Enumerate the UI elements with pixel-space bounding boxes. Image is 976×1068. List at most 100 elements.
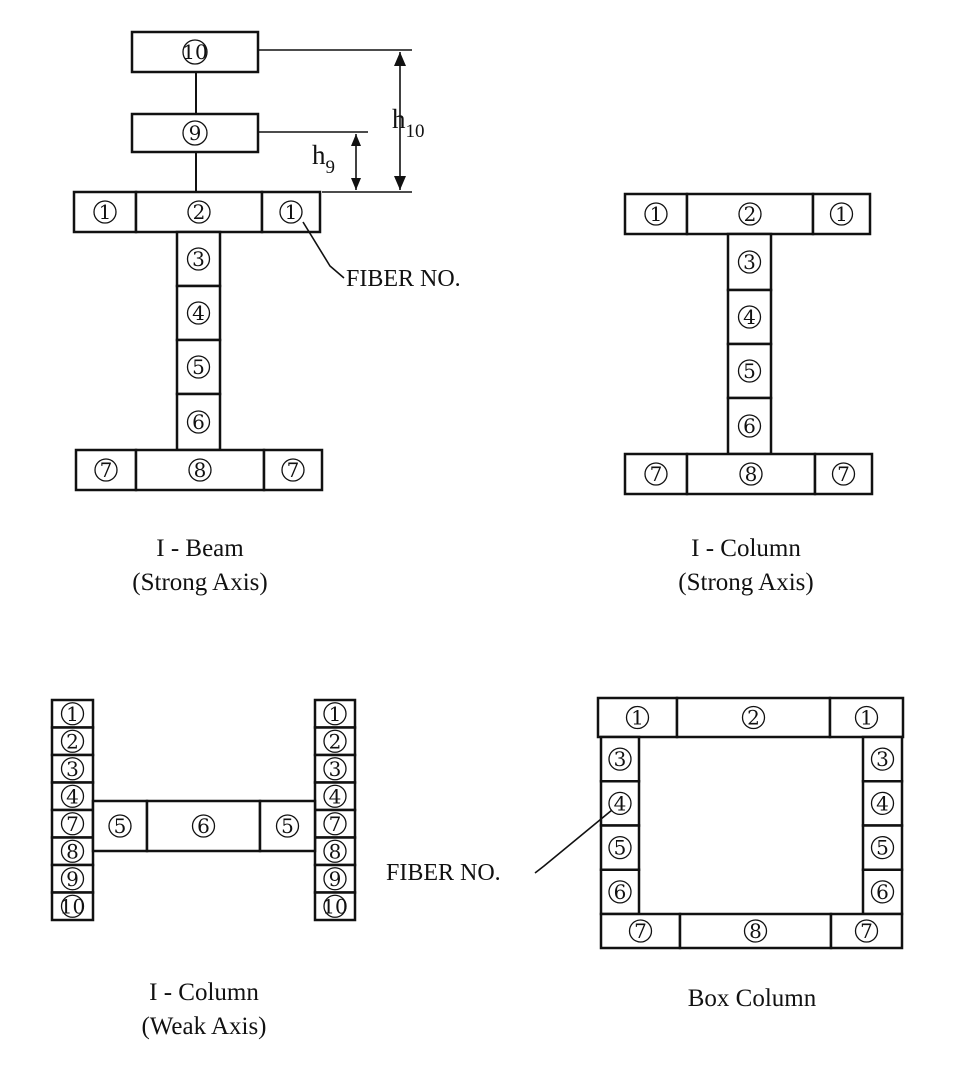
fiber-circle <box>182 39 208 65</box>
fiber-4: 4 <box>175 284 222 342</box>
fiber-number: 3 <box>192 247 205 271</box>
fiber-circle <box>60 812 85 836</box>
fiber-number: 1 <box>631 706 644 730</box>
left-flange-fiber: 2 <box>50 726 95 757</box>
caption-line1: Box Column <box>688 985 817 1012</box>
fiber-1-left: 1 <box>623 192 689 236</box>
web-fiber-6: 6 <box>145 799 262 853</box>
fiber-number: 2 <box>193 200 206 224</box>
fiber-circle <box>743 919 768 943</box>
fiber-circle <box>60 702 85 726</box>
fiber-circle <box>60 757 85 781</box>
fiber-number: 8 <box>745 462 758 486</box>
h9-arrowheads <box>351 134 361 190</box>
fiber-4: 4 <box>726 288 773 346</box>
fiber-circle <box>870 880 895 904</box>
right-wall-fiber: 4 <box>861 780 904 827</box>
fiber-number: 7 <box>650 462 663 486</box>
fiber-7-right: 7 <box>262 448 324 492</box>
fiber-1-right: 1 <box>811 192 872 236</box>
fiber-circle <box>608 791 632 816</box>
left-wall-fiber: 6 <box>599 868 641 916</box>
fiber-number: 3 <box>876 747 889 771</box>
fiber-circle <box>275 814 300 838</box>
fiber-number: 5 <box>614 836 627 860</box>
fiber-3: 3 <box>175 230 222 288</box>
fiber-2: 2 <box>685 192 815 236</box>
fiber-number: 10 <box>322 894 347 918</box>
h9-base: h <box>312 140 326 170</box>
fiber-7-left: 7 <box>74 448 138 492</box>
fiber-circle <box>186 301 211 325</box>
fiber-circle <box>737 305 762 329</box>
fiber-number: 1 <box>329 702 342 726</box>
fiber-number: 1 <box>66 702 79 726</box>
fiber-circle <box>60 867 85 891</box>
h10-arrowheads <box>394 52 406 190</box>
fiber-2: 2 <box>675 696 832 739</box>
caption-line2: (Weak Axis) <box>141 1013 266 1040</box>
fiber-number: 5 <box>114 814 127 838</box>
fiber-circle <box>186 247 211 271</box>
fiber-circle <box>870 747 895 771</box>
fiber-number: 8 <box>329 839 342 863</box>
fiber-7-left: 7 <box>623 452 689 496</box>
left-flange-fiber: 7 <box>50 808 95 839</box>
fiber-number: 10 <box>60 894 85 918</box>
fiber-circle <box>323 729 347 753</box>
fiber-number: 2 <box>747 706 760 730</box>
fiber-no-callout-top: FIBER NO. <box>302 221 461 292</box>
fiber-circle <box>186 410 211 434</box>
fiber-number: 4 <box>876 791 889 815</box>
fiber-circle <box>739 462 763 486</box>
fiber-5: 5 <box>175 338 222 396</box>
left-wall-fiber: 4 <box>599 780 641 827</box>
fiber-number: 8 <box>66 839 79 863</box>
i-beam-caption: I - Beam (Strong Axis) <box>132 535 267 596</box>
fiber-circle <box>323 812 347 836</box>
fiber-circle <box>93 200 117 224</box>
fiber-1-right: 1 <box>828 696 905 739</box>
caption-line1: I - Beam <box>156 535 244 562</box>
i-column-strong-section: 1 2 1 3 4 5 6 7 8 7 <box>623 192 874 496</box>
fiber-circle <box>628 919 653 943</box>
fiber-number: 6 <box>192 410 205 434</box>
fiber-circle <box>829 202 854 226</box>
fiber-1-left: 1 <box>596 696 679 739</box>
right-flange-fiber: 7 <box>313 808 357 839</box>
fiber-8: 8 <box>678 912 833 950</box>
fiber-number: 5 <box>876 836 889 860</box>
fiber-number: 1 <box>650 202 663 226</box>
fiber-number: 1 <box>99 200 112 224</box>
fiber-circle <box>191 814 216 838</box>
fiber-number: 5 <box>743 359 756 383</box>
fiber-number: 7 <box>860 919 873 943</box>
fiber-number: 7 <box>100 458 113 482</box>
left-flange-fiber: 10 <box>50 891 95 922</box>
h10-sub: 10 <box>406 121 425 142</box>
fiber-circle <box>279 200 303 224</box>
fiber-10: 10 <box>130 30 260 74</box>
i-beam-section: 10 9 1 2 1 3 4 5 6 7 8 7 <box>72 30 324 492</box>
h10-label: h10 <box>392 104 425 142</box>
right-flange-fiber: 1 <box>313 698 357 729</box>
fiber-1-left: 1 <box>72 190 138 234</box>
fiber-circle <box>854 705 879 730</box>
fiber-9: 9 <box>130 112 260 154</box>
i-column-weak-section: 1 1 2 2 3 3 4 4 7 7 8 8 9 9 10 10 5 6 5 <box>50 698 357 922</box>
caption-line2: (Strong Axis) <box>132 569 267 596</box>
fiber-7-right: 7 <box>813 452 874 496</box>
fiber-circle <box>182 120 208 146</box>
fiber-circle <box>186 355 211 379</box>
fiber-no-label: FIBER NO. <box>346 266 461 292</box>
fiber-circle <box>737 359 762 383</box>
left-flange-fiber: 8 <box>50 836 95 867</box>
fiber-6: 6 <box>726 396 773 456</box>
fiber-7-right: 7 <box>829 912 904 950</box>
fiber-circle <box>831 462 856 486</box>
fiber-number: 3 <box>614 747 627 771</box>
fiber-no-label: FIBER NO. <box>386 860 501 886</box>
fiber-number: 2 <box>66 729 79 753</box>
